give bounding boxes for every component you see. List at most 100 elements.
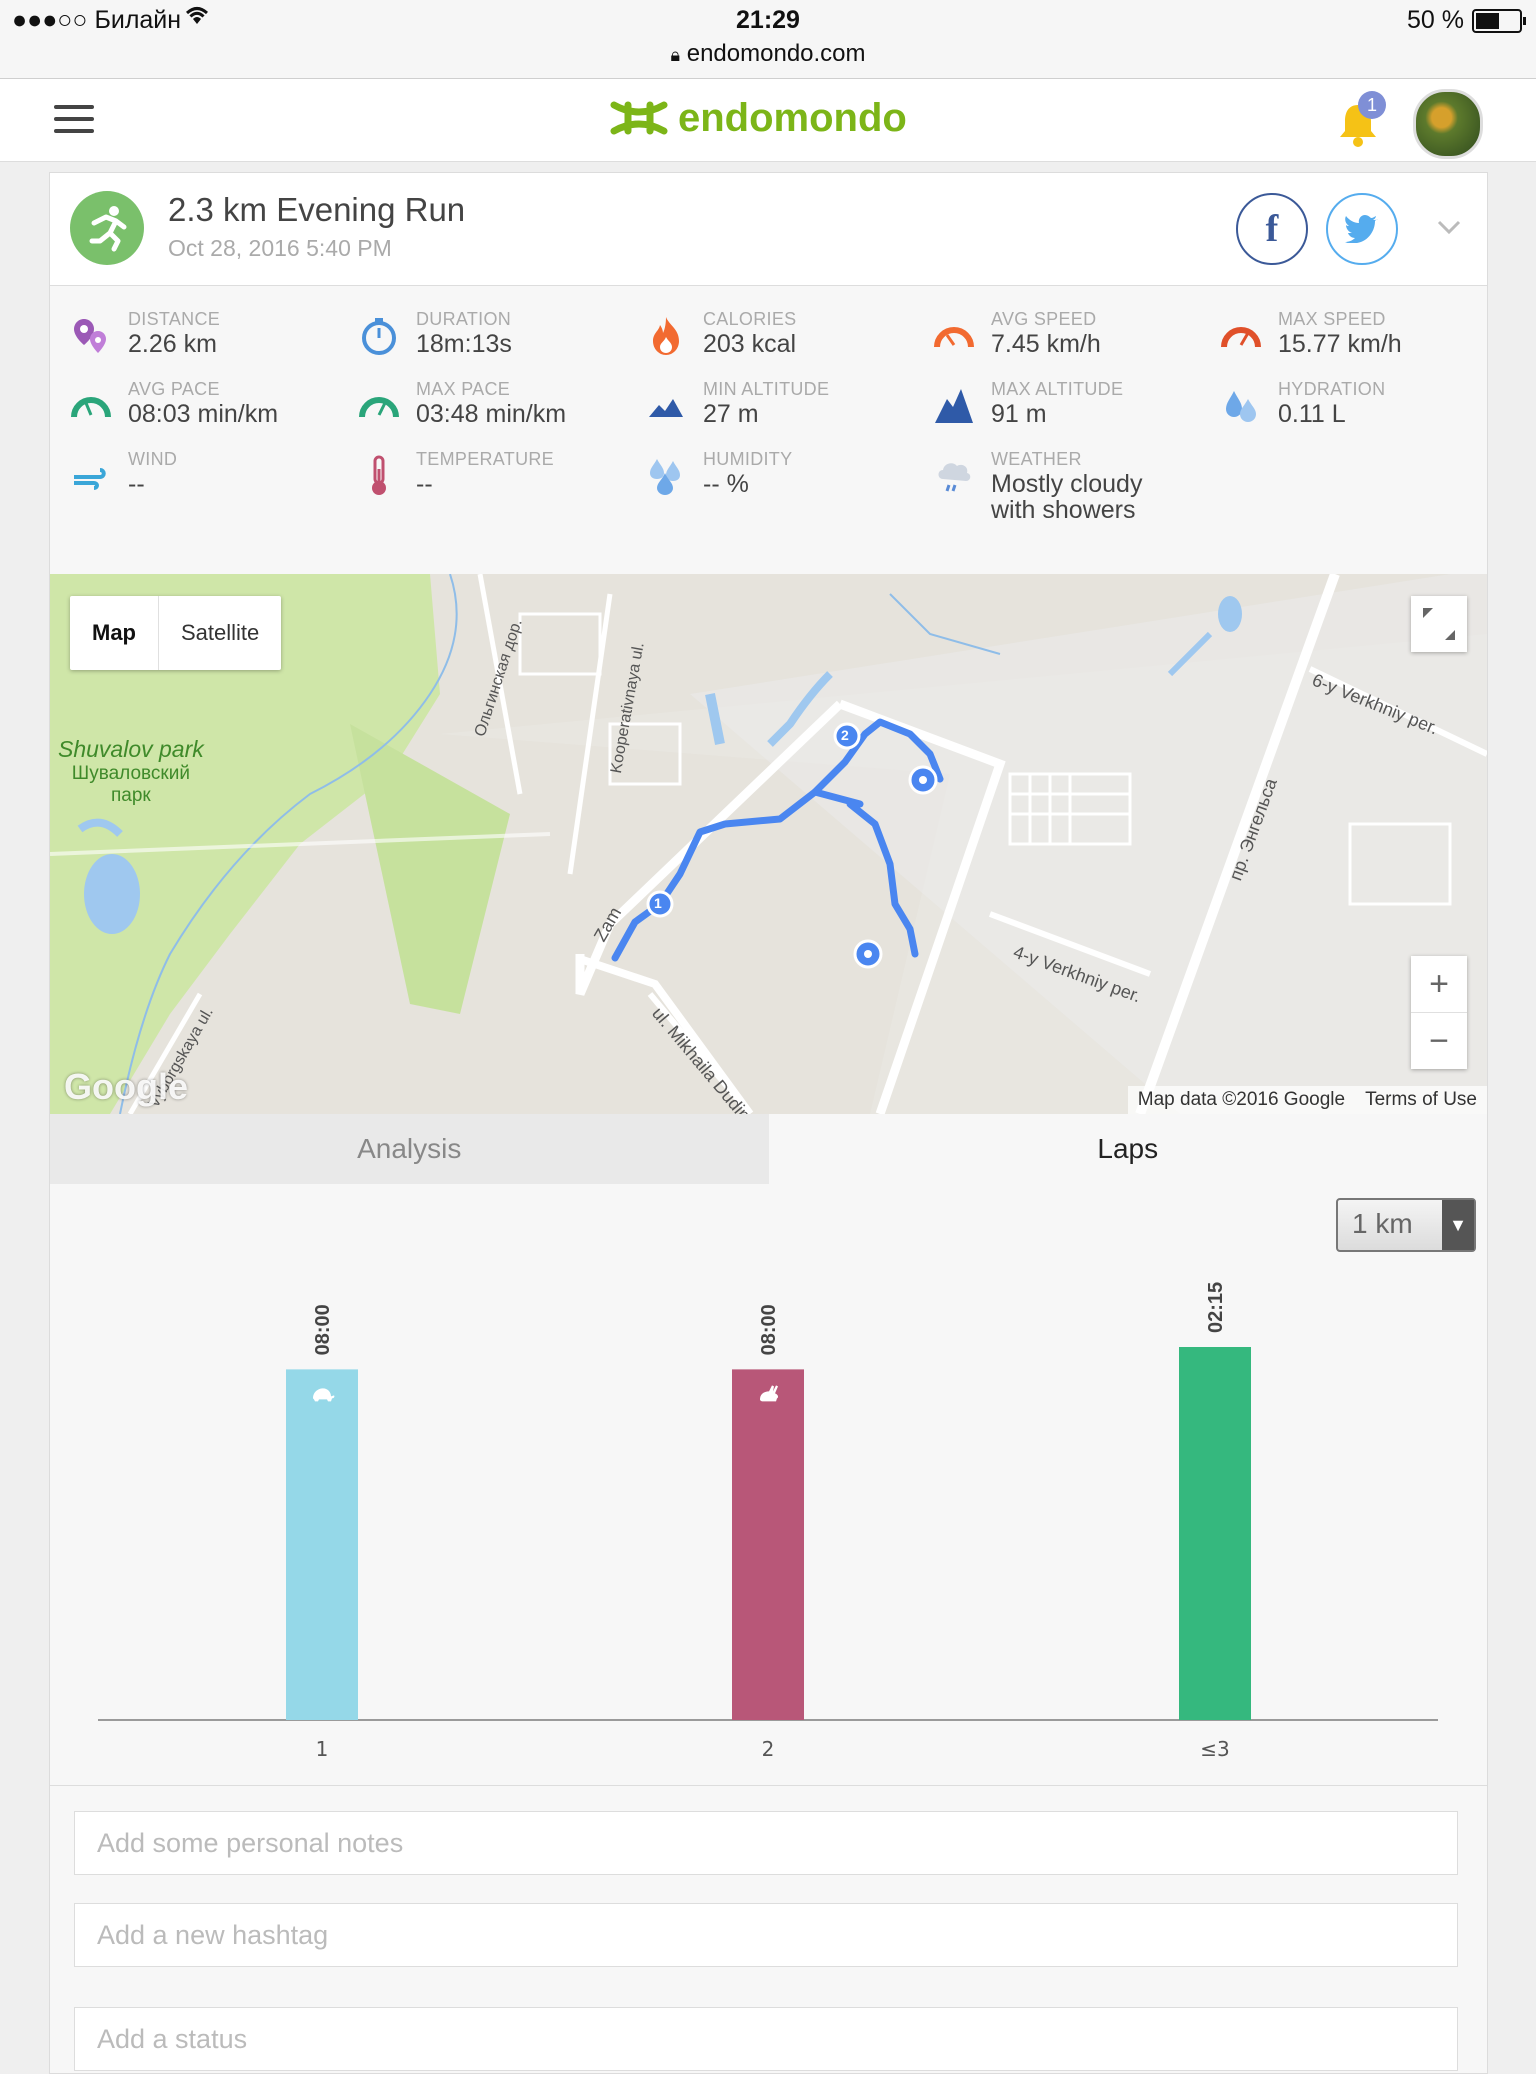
battery-icon (1472, 8, 1526, 33)
lap-category-label: ≤3 (1200, 1737, 1229, 1761)
lap-time-label: 08:00 (758, 1304, 780, 1355)
laps-chart: 08:00 1 08:00 2 02:15 ≤3 (98, 1282, 1438, 1761)
stat-label: DISTANCE (128, 309, 221, 329)
logo[interactable]: endomondo (610, 93, 907, 143)
humidity-drops-icon (650, 459, 680, 495)
stat-label: DURATION (416, 309, 512, 329)
stat-value: 0.11 L (1278, 400, 1346, 428)
lap-category-label: 2 (762, 1737, 775, 1761)
stat-label: WEATHER (991, 449, 1082, 469)
stat-label: AVG SPEED (991, 309, 1097, 329)
map-data-credit: Map data ©2016 Google (1137, 1089, 1346, 1110)
status-bar: ●●●○○ Билайн 21:29 🔒︎ endomondo.com 50 % (0, 0, 1536, 79)
zoom-in-button[interactable]: + (1411, 956, 1467, 1013)
pace-gauge-icon (359, 397, 399, 418)
tab-laps[interactable]: Laps (768, 1114, 1487, 1184)
lap-bar[interactable] (732, 1369, 804, 1720)
stat-label: HUMIDITY (703, 449, 793, 469)
stat-value: 18m:13s (416, 330, 512, 358)
stat-value: 27 m (703, 400, 759, 428)
activity-title: 2.3 km Evening Run (168, 191, 466, 228)
lock-icon: 🔒︎ (670, 45, 681, 65)
fullscreen-icon[interactable] (1411, 596, 1467, 652)
zoom-out-button[interactable]: − (1429, 1022, 1449, 1060)
terms-link[interactable]: Terms of Use (1365, 1089, 1477, 1110)
mountain-icon (649, 399, 683, 417)
stat-value: 08:03 min/km (128, 400, 279, 428)
stat-value: 203 kcal (703, 330, 797, 358)
route-map[interactable]: 1 2 Shuvalov park Шуваловский парк Ольги… (50, 574, 1487, 1114)
google-logo: Google (64, 1066, 188, 1107)
thermometer-icon (372, 455, 386, 495)
stat-value: 7.45 km/h (991, 330, 1101, 358)
lap-bar[interactable] (286, 1369, 358, 1720)
lap-category-label: 1 (316, 1737, 329, 1761)
turtle-icon (313, 1388, 335, 1402)
twitter-bird-icon (1345, 215, 1378, 244)
lap-bar[interactable] (1179, 1347, 1251, 1720)
stat-value: 15.77 km/h (1278, 330, 1402, 358)
activity-date: Oct 28, 2016 5:40 PM (168, 235, 392, 261)
park-name-en: Shuvalov park (58, 736, 204, 762)
personal-notes-input[interactable] (74, 1811, 1458, 1875)
stat-label: MAX SPEED (1278, 309, 1386, 329)
stat-label: MIN ALTITUDE (703, 379, 830, 399)
stat-value: -- (128, 470, 145, 498)
avatar[interactable] (1413, 89, 1483, 159)
wind-icon (74, 468, 106, 490)
notification-badge: 1 (1358, 91, 1386, 119)
rabbit-icon (760, 1385, 779, 1402)
under-armour-logo-icon (610, 101, 668, 135)
lap-unit-select[interactable]: 1 km ▼ (1336, 1198, 1476, 1252)
address-bar[interactable]: 🔒︎ endomondo.com (0, 40, 1536, 68)
distance-pin-icon (74, 319, 106, 353)
park-name-ru-2: парк (111, 785, 151, 806)
stat-value: Mostly cloudy with showers (991, 470, 1143, 524)
mountain-icon (935, 389, 973, 423)
stat-label: HYDRATION (1278, 379, 1386, 399)
app-header: endomondo 1 (0, 79, 1536, 162)
speedometer-icon (1221, 327, 1261, 348)
stat-value: -- (416, 470, 433, 498)
hamburger-icon[interactable] (54, 105, 94, 135)
map-view-button[interactable]: Map (70, 596, 159, 670)
dropdown-arrow-icon: ▼ (1442, 1200, 1474, 1250)
stat-value: 2.26 km (128, 330, 217, 358)
speedometer-icon (934, 327, 974, 348)
clock: 21:29 (736, 6, 800, 34)
satellite-view-button[interactable]: Satellite (181, 620, 260, 645)
stat-value: 03:48 min/km (416, 400, 567, 428)
stat-label: TEMPERATURE (416, 449, 554, 469)
chevron-down-icon[interactable] (1435, 213, 1463, 241)
lap-time-label: 02:15 (1205, 1282, 1227, 1333)
wifi-icon (184, 4, 210, 33)
activity-card: 2.3 km Evening Run Oct 28, 2016 5:40 PM … (49, 172, 1488, 2074)
stopwatch-icon (362, 318, 396, 355)
running-icon (70, 191, 144, 265)
map-label-park: Shuvalov park Шуваловский парк (58, 736, 204, 807)
stat-label: WIND (128, 449, 178, 469)
carrier: ●●●○○ Билайн (12, 6, 182, 34)
stat-value: -- % (703, 470, 749, 498)
battery-percent: 50 % (1407, 6, 1464, 34)
zoom-control: + − (1411, 956, 1467, 1069)
analysis-tabs: Analysis Laps (50, 1114, 1487, 1184)
battery-status: 50 % (1407, 6, 1526, 35)
park-name-ru: Шуваловский (71, 763, 190, 784)
water-drops-icon (1226, 391, 1256, 422)
divider (50, 1785, 1487, 1786)
pace-gauge-icon (71, 397, 111, 418)
cloud-rain-icon (938, 463, 971, 492)
stat-label: AVG PACE (128, 379, 220, 399)
facebook-share-button[interactable]: f (1236, 193, 1308, 265)
twitter-share-button[interactable] (1326, 193, 1398, 265)
stat-label: MAX PACE (416, 379, 511, 399)
stat-label: MAX ALTITUDE (991, 379, 1124, 399)
status-input[interactable] (74, 2007, 1458, 2071)
map-type-toggle: Map Satellite (70, 596, 282, 670)
logo-text: endomondo (678, 95, 907, 140)
stat-label: CALORIES (703, 309, 797, 329)
route-marker-label: 2 (841, 727, 849, 743)
tab-analysis[interactable]: Analysis (50, 1114, 769, 1184)
hashtag-input[interactable] (74, 1903, 1458, 1967)
